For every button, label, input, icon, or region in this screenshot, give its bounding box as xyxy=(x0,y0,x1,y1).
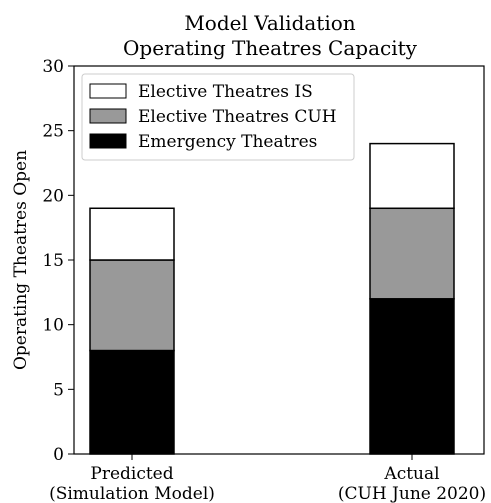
chart-title: Model Validation xyxy=(184,11,355,35)
x-tick-label: Predicted xyxy=(90,464,173,484)
plot-frame xyxy=(73,65,485,455)
bar-segment xyxy=(89,207,175,261)
x-tick-label: Actual xyxy=(383,464,439,484)
y-tick-label: 15 xyxy=(42,251,64,271)
y-tick-label: 20 xyxy=(42,186,64,206)
legend-label: Elective Theatres CUH xyxy=(138,107,337,127)
legend-swatch xyxy=(89,83,127,99)
legend-swatch xyxy=(89,133,127,149)
legend-box xyxy=(81,73,355,161)
bar-segment xyxy=(89,349,175,455)
bar-segment xyxy=(369,142,455,210)
y-tick-label: 5 xyxy=(53,380,64,400)
bar-segment xyxy=(369,298,455,455)
bar-segment xyxy=(89,259,175,352)
x-tick-label: (Simulation Model) xyxy=(49,484,215,503)
x-tick-label: (CUH June 2020) xyxy=(338,484,486,503)
legend-label: Elective Theatres IS xyxy=(138,82,313,102)
y-tick-label: 10 xyxy=(42,316,64,336)
legend-label: Emergency Theatres xyxy=(138,132,317,152)
chart-title: Operating Theatres Capacity xyxy=(123,36,418,60)
y-tick-label: 0 xyxy=(53,445,64,465)
y-tick-label: 30 xyxy=(42,57,64,77)
legend-swatch xyxy=(89,108,127,124)
bar-segment xyxy=(369,207,455,300)
y-tick-label: 25 xyxy=(42,122,64,142)
y-axis-label: Operating Theatres Open xyxy=(11,150,31,370)
